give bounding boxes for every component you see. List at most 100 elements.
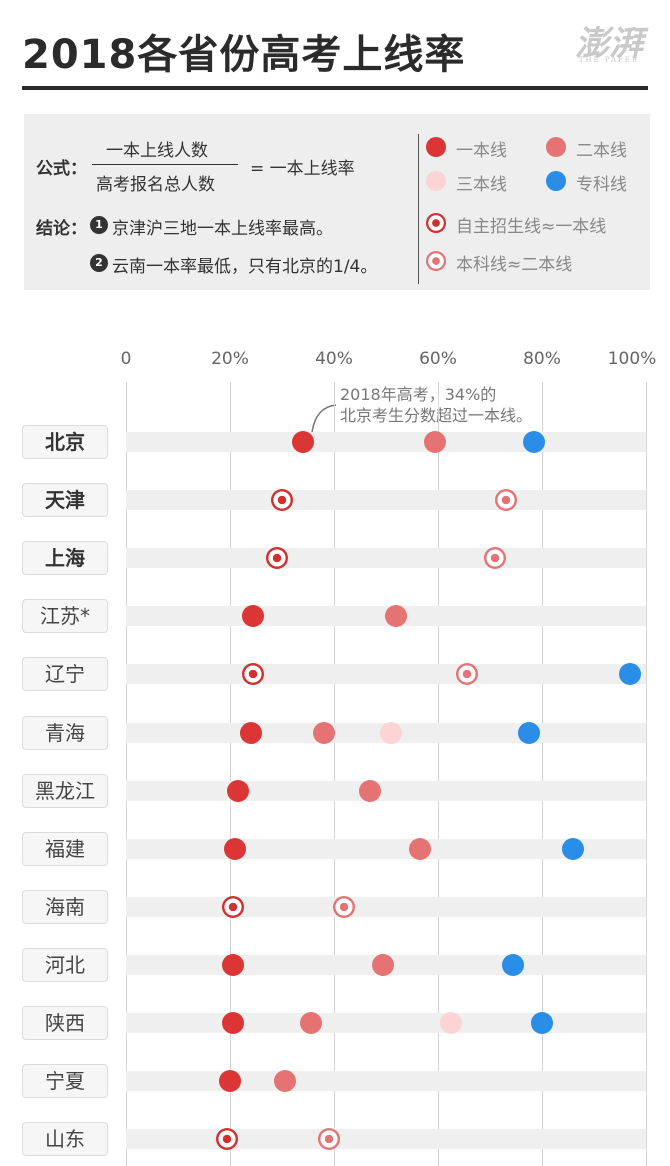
gridline [542, 382, 543, 1166]
legend-undergrad-marker [426, 251, 446, 271]
province-label: 河北 [22, 947, 108, 982]
x-tick-label: 20% [211, 349, 249, 369]
data-point-tier1 [224, 837, 247, 860]
data-point-tier1 [291, 431, 314, 453]
legend-tier3-marker [426, 171, 446, 191]
chart-annotation: 2018年高考，34%的 北京考生分数超过一本线。 [340, 384, 532, 426]
formula-result: = 一本上线率 [250, 159, 355, 179]
province-label: 陕西 [22, 1006, 108, 1040]
brand-logo-cn: 澎湃 [575, 24, 643, 64]
data-point-tier1 [221, 1012, 244, 1034]
conclusion-1-text: 京津沪三地一本上线率最高。 [112, 219, 333, 239]
x-tick-label: 0 [120, 349, 132, 369]
data-point-tier2 [359, 779, 382, 802]
province-label: 青海 [22, 715, 108, 750]
data-point-ring2 [484, 547, 507, 570]
province-label: 宁夏 [22, 1064, 108, 1099]
conclusion-label: 结论： [36, 219, 87, 239]
legend-independent-admission-label: 自主招生线≈一本线 [456, 217, 607, 237]
x-tick-label: 40% [315, 349, 353, 369]
formula-numerator: 一本上线人数 [106, 141, 208, 161]
data-point-tier2 [299, 1012, 322, 1034]
province-label: 黑龙江 [22, 773, 108, 808]
data-point-tier1 [221, 953, 244, 976]
row-band [126, 1013, 646, 1033]
gridline [334, 382, 335, 1166]
gridline [230, 382, 231, 1166]
data-point-ring1 [216, 1128, 239, 1151]
legend-vocational-marker [546, 171, 566, 191]
row-band [126, 838, 646, 859]
brand-logo: 澎湃 THE PAPER [566, 24, 652, 64]
formula-denominator: 高考报名总人数 [96, 175, 215, 195]
row-band [126, 664, 646, 685]
legend-tier2-label: 二本线 [576, 141, 627, 161]
gridline [438, 382, 439, 1166]
row-band [126, 432, 646, 452]
data-point-tier1 [226, 779, 249, 802]
data-point-ring1 [242, 663, 265, 686]
data-point-vocational [518, 721, 540, 744]
data-point-tier2 [408, 837, 431, 860]
data-point-tier1 [242, 605, 265, 628]
data-point-vocational [523, 431, 546, 453]
row-band [126, 1071, 646, 1092]
legend-undergrad-label: 本科线≈二本线 [456, 255, 573, 275]
data-point-ring2 [494, 489, 517, 512]
province-label: 北京 [22, 425, 108, 459]
conclusion-2-badge: 2 [90, 254, 108, 272]
formula-fraction-bar [92, 164, 238, 165]
brand-logo-en: THE PAPER [578, 56, 640, 64]
gridline [126, 382, 127, 1166]
data-point-tier3 [440, 1012, 462, 1034]
province-label: 天津 [22, 483, 108, 518]
chart-annotation-line-1: 2018年高考，34%的 [340, 385, 497, 404]
conclusion-2-text: 云南一本率最低，只有北京的1/4。 [112, 257, 378, 277]
province-label: 海南 [22, 889, 108, 924]
data-point-ring1 [221, 895, 244, 918]
data-point-tier2 [312, 721, 335, 744]
x-tick-label: 80% [523, 349, 561, 369]
formula-label: 公式： [36, 159, 87, 179]
x-tick-label: 100% [607, 349, 657, 369]
province-label: 山东 [22, 1122, 108, 1157]
data-point-tier1 [219, 1070, 241, 1093]
legend-divider [418, 134, 419, 284]
data-point-ring1 [265, 547, 288, 570]
gridline [646, 382, 647, 1166]
legend-background [24, 114, 650, 290]
legend-independent-admission-marker [426, 213, 446, 233]
province-label: 江苏* [22, 599, 108, 634]
province-label: 辽宁 [22, 657, 108, 692]
legend-content: 公式： 一本上线人数 高考报名总人数 = 一本上线率 结论： 1 京津沪三地一本… [24, 114, 650, 290]
legend-vocational-label: 专科线 [576, 175, 627, 195]
legend-tier2-marker [546, 137, 566, 157]
data-point-tier2 [372, 953, 395, 976]
data-point-tier2 [385, 605, 408, 628]
province-label: 福建 [22, 831, 108, 866]
x-tick-label: 60% [419, 349, 457, 369]
data-point-tier1 [239, 721, 262, 744]
row-band [126, 1129, 646, 1150]
conclusion-1-badge: 1 [90, 216, 108, 234]
data-point-ring2 [333, 895, 356, 918]
data-point-vocational [562, 837, 585, 860]
row-band [126, 548, 646, 569]
page-title: 2018各省份高考上线率 [22, 32, 466, 78]
data-point-ring1 [271, 489, 293, 512]
chart-annotation-line-2: 北京考生分数超过一本线。 [340, 406, 533, 425]
data-point-vocational [531, 1012, 553, 1034]
legend-tier1-label: 一本线 [456, 141, 507, 161]
data-point-ring2 [455, 663, 478, 686]
data-point-ring2 [317, 1128, 340, 1151]
data-point-tier2 [273, 1070, 296, 1093]
data-point-tier3 [380, 721, 403, 744]
data-point-vocational [502, 953, 525, 976]
legend-tier1-marker [426, 137, 446, 157]
title-divider [22, 86, 648, 90]
data-point-vocational [619, 663, 642, 686]
row-band [126, 780, 646, 801]
data-point-tier2 [424, 431, 447, 453]
province-label: 上海 [22, 541, 108, 576]
legend-tier3-label: 三本线 [456, 175, 507, 195]
